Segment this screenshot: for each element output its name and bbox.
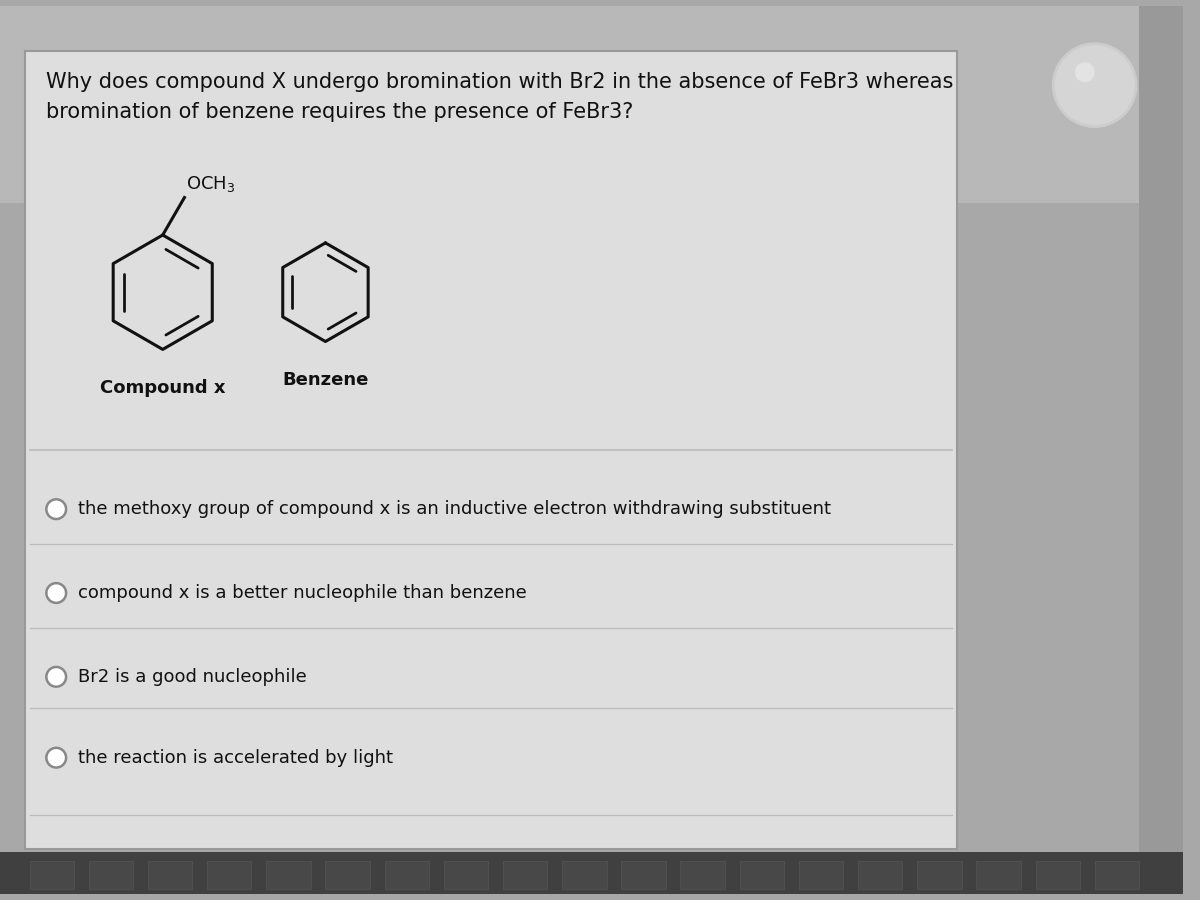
Bar (385, 861, 428, 889)
Bar (208, 861, 252, 889)
Bar (325, 861, 370, 889)
Text: Compound x: Compound x (100, 379, 226, 397)
Bar (917, 861, 961, 889)
Text: the methoxy group of compound x is an inductive electron withdrawing substituent: the methoxy group of compound x is an in… (78, 500, 830, 518)
Text: Br2 is a good nucleophile: Br2 is a good nucleophile (78, 668, 307, 686)
Bar (30, 861, 74, 889)
Bar (1094, 861, 1139, 889)
Bar (148, 861, 192, 889)
Text: bromination of benzene requires the presence of FeBr3?: bromination of benzene requires the pres… (47, 102, 634, 122)
Circle shape (47, 748, 66, 768)
Bar (444, 861, 488, 889)
Bar (1139, 6, 1183, 852)
Bar (25, 50, 956, 850)
Bar (858, 861, 902, 889)
Bar (680, 861, 725, 889)
Circle shape (47, 500, 66, 519)
Circle shape (47, 583, 66, 603)
Text: compound x is a better nucleophile than benzene: compound x is a better nucleophile than … (78, 584, 527, 602)
Bar (89, 861, 133, 889)
Bar (1036, 861, 1080, 889)
Bar (799, 861, 844, 889)
Bar (0, 852, 1183, 894)
Bar (503, 861, 547, 889)
Bar (977, 861, 1021, 889)
Text: Why does compound X undergo bromination with Br2 in the absence of FeBr3 whereas: Why does compound X undergo bromination … (47, 72, 954, 93)
Text: Benzene: Benzene (282, 371, 368, 389)
Bar (266, 861, 311, 889)
Bar (0, 6, 1183, 203)
Bar (562, 861, 606, 889)
Circle shape (1054, 44, 1136, 127)
Circle shape (1075, 62, 1094, 82)
Bar (622, 861, 666, 889)
Text: the reaction is accelerated by light: the reaction is accelerated by light (78, 749, 392, 767)
Bar (739, 861, 784, 889)
Circle shape (47, 667, 66, 687)
Text: OCH$_3$: OCH$_3$ (186, 174, 235, 194)
